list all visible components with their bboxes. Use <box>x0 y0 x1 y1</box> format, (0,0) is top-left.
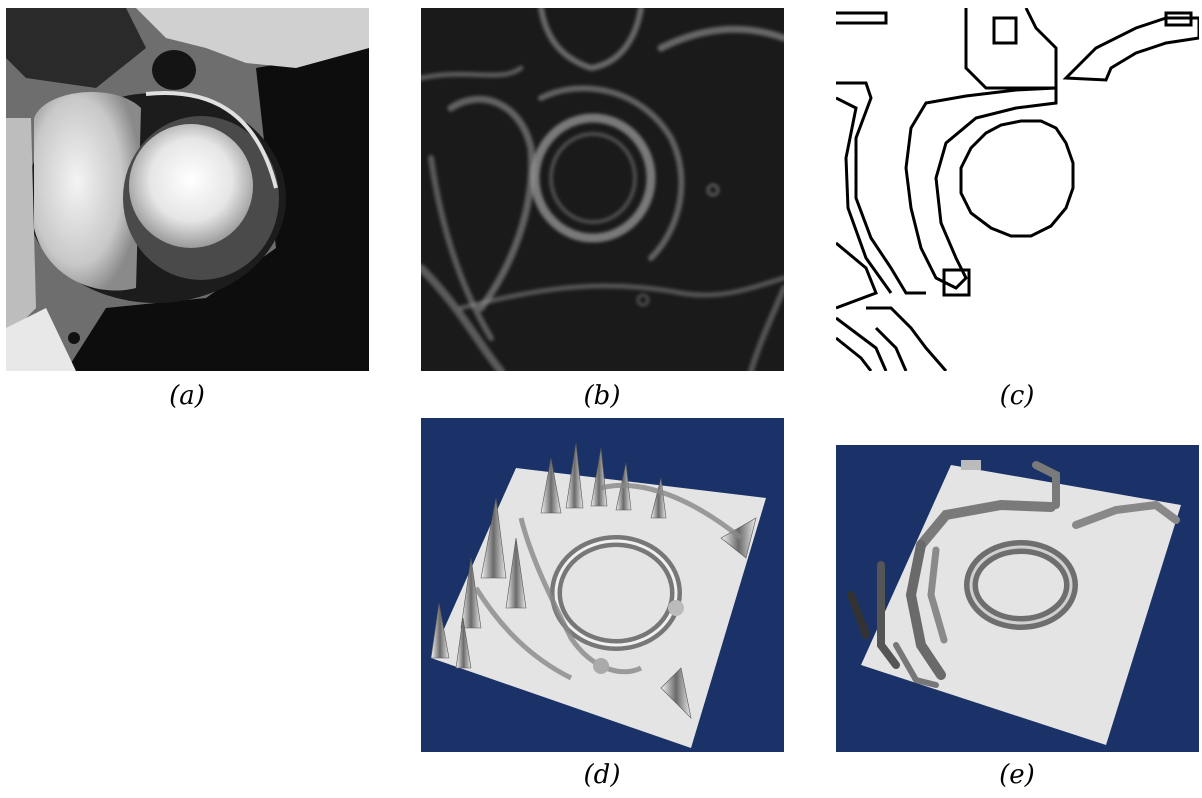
panel-e-3d-surface <box>836 445 1199 752</box>
panel-d-3d-surface <box>421 418 784 752</box>
panel-b-edge-map <box>421 8 784 371</box>
panel-a-mri-image <box>6 8 369 371</box>
caption-e: (e) <box>999 760 1035 790</box>
panel-c-contour-map <box>836 8 1199 371</box>
caption-b: (b) <box>583 381 621 411</box>
caption-a: (a) <box>169 381 205 411</box>
mri-slice-icon <box>6 8 369 371</box>
3d-surface-icon <box>836 445 1199 752</box>
3d-surface-icon <box>421 418 784 752</box>
binary-contour-icon <box>836 8 1199 371</box>
caption-d: (d) <box>583 760 621 790</box>
caption-c: (c) <box>999 381 1035 411</box>
gradient-magnitude-icon <box>421 8 784 371</box>
